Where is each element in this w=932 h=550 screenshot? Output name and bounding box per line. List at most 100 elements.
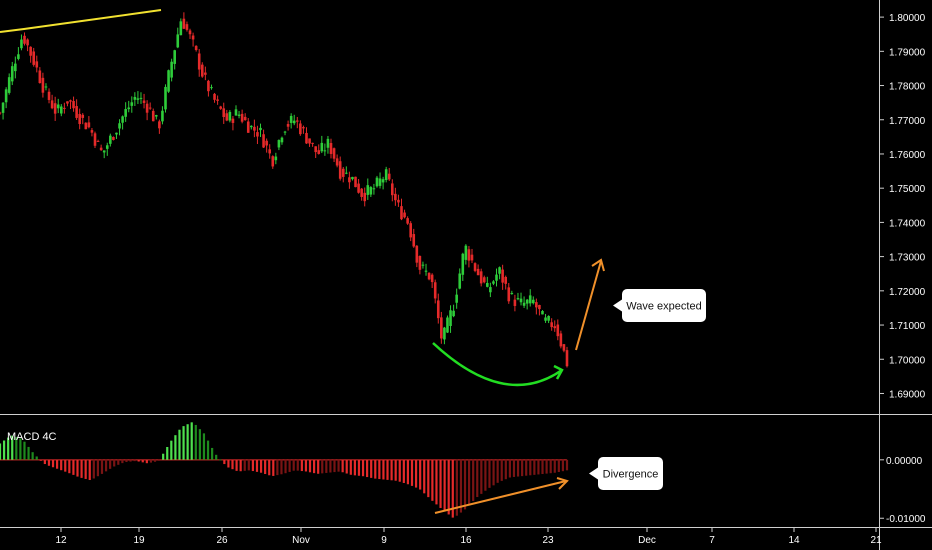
macd-bar: [23, 441, 26, 460]
macd-bar: [100, 459, 104, 474]
macd-bar: [439, 459, 442, 508]
candle-body: [550, 322, 553, 328]
candle-body: [207, 80, 210, 92]
macd-bar: [516, 459, 520, 477]
candle-body: [360, 188, 363, 197]
candle-body: [412, 234, 416, 247]
macd-bar: [145, 459, 148, 464]
time-axis[interactable]: 12 19 26 Nov 9 16 23 Dec 7 14 21: [55, 527, 882, 546]
candle-body: [403, 212, 406, 218]
macd-bar: [312, 459, 316, 474]
candle-body: [35, 61, 39, 68]
candle-body: [372, 188, 376, 190]
macd-bar: [198, 429, 201, 460]
macd-bar: [423, 459, 426, 494]
macd-bar: [288, 459, 291, 472]
candle-body: [357, 183, 360, 193]
macd-bar: [113, 459, 116, 467]
price-tick-label: 1.70000: [889, 355, 926, 366]
candle-body: [394, 193, 397, 201]
macd-bar: [419, 459, 422, 490]
candle-body: [562, 344, 566, 351]
macd-bar: [537, 459, 540, 475]
candle-body: [59, 106, 63, 114]
macd-bar: [243, 459, 246, 471]
macd-bar: [492, 459, 495, 486]
callout-wave-expected[interactable]: Wave expected: [613, 289, 706, 322]
macd-bar: [455, 459, 458, 516]
indicator-label[interactable]: MACD 4C: [7, 431, 57, 443]
macd-bar: [64, 459, 67, 472]
macd-bar: [133, 459, 136, 462]
candle-body: [415, 245, 419, 263]
candle-body: [155, 115, 158, 117]
macd-bar: [47, 459, 51, 466]
annotations-layer: Wave expected Divergence: [0, 9, 706, 514]
macd-bar: [182, 426, 185, 460]
candle-body: [397, 199, 400, 203]
macd-bar: [109, 459, 112, 469]
macd-bar: [321, 459, 324, 474]
candles-layer: [0, 12, 569, 368]
callout-divergence[interactable]: Divergence: [589, 457, 663, 490]
macd-bar: [178, 429, 181, 460]
macd-bar: [284, 459, 287, 474]
macd-bar: [378, 459, 381, 480]
price-axis[interactable]: 1.80000 1.79000 1.78000 1.77000 1.76000 1.750…: [879, 13, 926, 400]
macd-bar: [2, 440, 6, 460]
macd-bar: [149, 459, 153, 463]
macd-bar: [35, 456, 38, 460]
candle-body: [50, 100, 54, 109]
candle-body: [66, 101, 69, 104]
candle-body: [400, 206, 403, 220]
macd-bar: [390, 459, 393, 481]
callout-box: [598, 457, 663, 490]
candle-body: [345, 172, 348, 174]
candle-body: [78, 113, 81, 125]
candle-body: [44, 86, 48, 88]
macd-bar: [170, 440, 173, 460]
macd-bar: [370, 459, 373, 478]
candle-body: [148, 107, 152, 109]
macd-axis[interactable]: 0.00000 -0.01000: [879, 456, 926, 525]
candle-body: [283, 131, 287, 133]
candle-body: [139, 97, 143, 99]
macd-bar: [162, 453, 165, 460]
candle-body: [452, 310, 455, 317]
macd-histogram-layer: [0, 422, 569, 518]
candle-body: [72, 101, 75, 109]
candle-body: [341, 168, 345, 177]
macd-bar: [121, 459, 124, 464]
candle-body: [194, 45, 198, 50]
candle-body: [541, 310, 544, 315]
candle-body: [507, 287, 511, 302]
candle-body: [259, 127, 262, 131]
macd-bar: [300, 459, 303, 472]
candle-body: [99, 147, 103, 151]
candle-body: [375, 177, 379, 187]
price-tick-label: 1.69000: [889, 389, 926, 400]
candle-body: [237, 114, 241, 116]
macd-bar: [259, 459, 263, 473]
candle-body: [142, 100, 146, 103]
candle-body: [559, 333, 563, 347]
candle-body: [421, 264, 425, 266]
macd-bar: [264, 459, 267, 475]
macd-bar: [239, 459, 242, 472]
candle-body: [20, 39, 23, 49]
candle-body: [182, 18, 186, 29]
macd-bar: [533, 459, 536, 475]
candle-body: [335, 158, 339, 166]
candle-body: [256, 132, 259, 137]
candle-body: [265, 140, 268, 146]
macd-bar: [402, 459, 405, 483]
candle-body: [326, 138, 330, 148]
candle-body: [161, 110, 164, 122]
macd-bar: [382, 459, 385, 480]
candle-body: [513, 299, 517, 306]
candle-body: [56, 104, 60, 109]
candle-body: [69, 100, 72, 102]
macd-tick-label: -0.01000: [886, 514, 926, 525]
macd-bar: [129, 459, 132, 462]
price-tick-label: 1.80000: [889, 13, 926, 24]
